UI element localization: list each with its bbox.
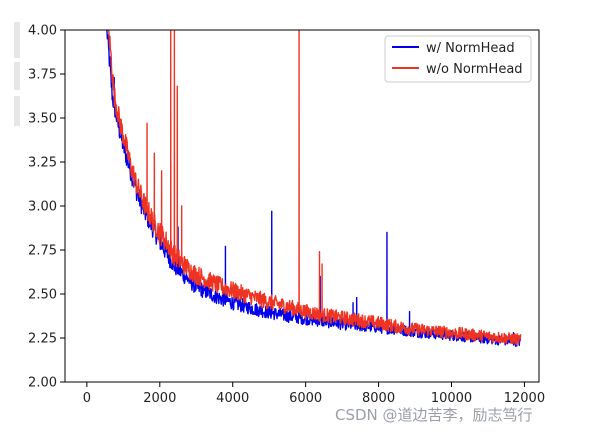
x-tick-label: 8000: [362, 391, 395, 406]
y-tick-label: 3.00: [28, 200, 57, 215]
x-tick-label: 4000: [216, 391, 249, 406]
legend-label-wo-normhead: w/o NormHead: [426, 62, 523, 77]
y-tick-label: 2.50: [28, 288, 57, 303]
legend-label-w-normhead: w/ NormHead: [426, 41, 515, 56]
left-edge-mark-3: [14, 96, 20, 126]
legend-box: [384, 35, 532, 83]
x-tick-label: 10000: [431, 391, 472, 406]
left-edge-mark-2: [14, 62, 20, 90]
y-tick-label: 3.75: [28, 68, 57, 83]
y-tick-label: 3.50: [28, 112, 57, 127]
x-tick-label: 2000: [143, 391, 176, 406]
y-tick-label: 3.25: [28, 156, 57, 171]
x-tick-label: 6000: [289, 391, 322, 406]
series-line-wo-normhead: [108, 30, 522, 346]
y-tick-label: 2.25: [28, 332, 57, 347]
series-layer: [106, 30, 522, 347]
watermark-text: CSDN @道边苦李，励志笃行: [335, 406, 533, 424]
plot-frame: [64, 29, 540, 383]
x-tick-label: 12000: [504, 391, 545, 406]
y-tick-label: 2.00: [28, 376, 57, 391]
axis-layer: 0 2000 4000 6000 8000 10000 12000 2.00 2.25 2.50 2…: [28, 24, 545, 407]
x-tick-label: 0: [83, 391, 91, 406]
y-tick-label: 4.00: [28, 24, 57, 39]
y-tick-label: 2.75: [28, 244, 57, 259]
legend: w/ NormHead w/o NormHead: [384, 35, 532, 83]
left-edge-mark-1: [14, 22, 20, 58]
